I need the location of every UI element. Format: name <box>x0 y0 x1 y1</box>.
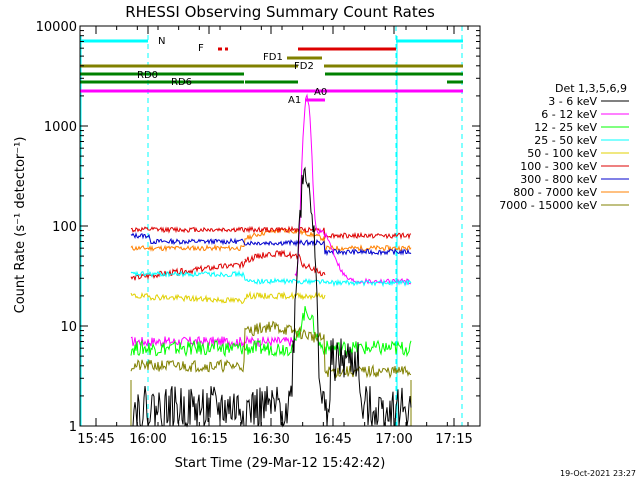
timestamp: 19-Oct-2021 23:27 <box>560 469 636 478</box>
time-markers <box>80 26 463 426</box>
legend-label: 100 - 300 keV <box>520 160 597 173</box>
series-curves <box>130 93 412 428</box>
chart-title: RHESSI Observing Summary Count Rates <box>125 3 435 21</box>
y-tick-label: 10000 <box>36 20 77 35</box>
series-line <box>130 335 296 349</box>
x-tick-label: 15:45 <box>77 432 114 447</box>
segment-label: N <box>158 36 165 47</box>
series-line <box>244 249 326 277</box>
legend-label: 50 - 100 keV <box>527 147 597 160</box>
segment-label: RD6 <box>171 77 192 88</box>
legend-label: 3 - 6 keV <box>548 95 597 108</box>
x-tick-label: 17:15 <box>435 432 472 447</box>
y-tick-label: 100 <box>52 220 77 235</box>
series-line <box>294 93 412 286</box>
x-tick-label: 16:30 <box>252 432 289 447</box>
segment-label: FD1 <box>263 52 283 63</box>
state-segments: N F FD1 FD2 RD0 RD6 A0 A1 <box>80 36 463 106</box>
y-tick-label: 1000 <box>44 120 77 135</box>
x-tick-label: 16:45 <box>314 432 351 447</box>
x-tick-label: 16:15 <box>190 432 227 447</box>
y-tick-label: 10 <box>60 320 77 335</box>
series-line <box>131 166 412 428</box>
legend-label: 800 - 7000 keV <box>513 186 597 199</box>
segment-label: F <box>198 43 204 54</box>
y-tick-label: 1 <box>69 420 77 435</box>
x-tick-label: 17:00 <box>375 432 412 447</box>
series-line <box>130 225 412 240</box>
axes: 15:45 16:00 16:15 16:30 16:45 17:00 17:15 1 10 10… <box>36 20 481 447</box>
legend-label: 7000 - 15000 keV <box>499 199 597 212</box>
legend-label: 300 - 800 keV <box>520 173 597 186</box>
legend-label: 6 - 12 keV <box>541 108 597 121</box>
series-line <box>130 305 412 358</box>
y-axis-label: Count Rate (s⁻¹ detector⁻¹) <box>13 137 28 314</box>
segment-label: FD2 <box>294 61 314 72</box>
segment-label: RD0 <box>137 70 158 81</box>
legend-label: 12 - 25 keV <box>534 121 597 134</box>
series-line <box>130 260 246 281</box>
x-tick-label: 16:00 <box>129 432 166 447</box>
legend-title: Det 1,3,5,6,9 <box>555 82 627 95</box>
series-line <box>130 269 412 288</box>
series-line <box>130 290 326 305</box>
series-line <box>130 320 412 379</box>
segment-label: A0 <box>314 87 327 98</box>
legend-label: 25 - 50 keV <box>534 134 597 147</box>
series-line <box>130 232 412 257</box>
x-axis-label: Start Time (29-Mar-12 15:42:42) <box>175 456 386 471</box>
segment-label: A1 <box>288 95 301 106</box>
